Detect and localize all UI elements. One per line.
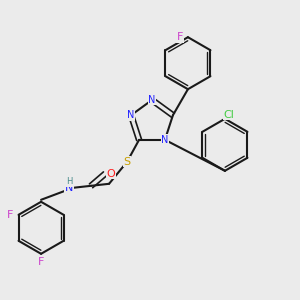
Text: S: S <box>124 157 130 167</box>
Text: O: O <box>107 169 116 179</box>
Text: N: N <box>148 95 156 105</box>
Text: F: F <box>38 257 44 267</box>
Text: Cl: Cl <box>224 110 234 120</box>
Text: F: F <box>8 210 14 220</box>
Text: H: H <box>66 177 72 186</box>
Text: N: N <box>161 135 169 145</box>
Text: N: N <box>128 110 135 120</box>
Text: N: N <box>65 183 73 193</box>
Text: F: F <box>177 32 183 42</box>
